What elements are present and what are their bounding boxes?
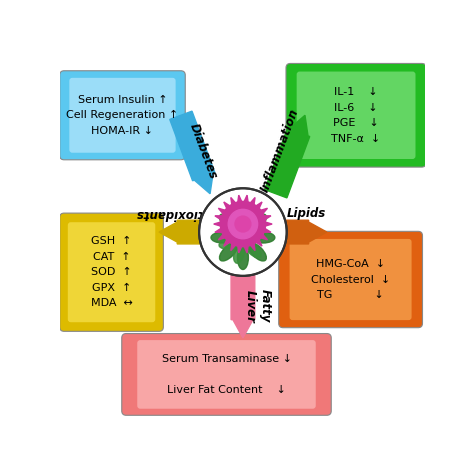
FancyBboxPatch shape bbox=[290, 239, 411, 320]
Polygon shape bbox=[255, 238, 262, 246]
Polygon shape bbox=[244, 195, 248, 204]
FancyArrow shape bbox=[170, 111, 215, 194]
Ellipse shape bbox=[219, 214, 238, 233]
Polygon shape bbox=[215, 228, 224, 232]
Circle shape bbox=[199, 188, 287, 276]
Ellipse shape bbox=[241, 216, 252, 235]
FancyBboxPatch shape bbox=[60, 71, 185, 160]
Polygon shape bbox=[244, 244, 248, 253]
Text: Inflammation: Inflammation bbox=[258, 107, 301, 194]
Polygon shape bbox=[224, 202, 231, 210]
Polygon shape bbox=[214, 221, 222, 227]
Polygon shape bbox=[237, 195, 242, 204]
Text: Fatty
Liver: Fatty Liver bbox=[244, 289, 272, 323]
Ellipse shape bbox=[245, 242, 261, 258]
Ellipse shape bbox=[234, 244, 245, 263]
FancyArrow shape bbox=[159, 220, 201, 244]
Ellipse shape bbox=[248, 214, 266, 233]
FancyBboxPatch shape bbox=[68, 222, 155, 322]
FancyBboxPatch shape bbox=[60, 213, 164, 331]
Ellipse shape bbox=[219, 243, 238, 261]
Polygon shape bbox=[264, 221, 272, 227]
Polygon shape bbox=[259, 233, 267, 240]
Text: Antioxidants: Antioxidants bbox=[138, 207, 222, 220]
FancyBboxPatch shape bbox=[137, 340, 316, 409]
FancyBboxPatch shape bbox=[297, 72, 416, 159]
Polygon shape bbox=[219, 208, 227, 215]
Ellipse shape bbox=[237, 206, 248, 229]
Polygon shape bbox=[259, 208, 267, 215]
Polygon shape bbox=[249, 198, 255, 206]
FancyBboxPatch shape bbox=[69, 78, 176, 153]
Polygon shape bbox=[262, 216, 271, 220]
FancyArrow shape bbox=[231, 274, 255, 338]
Text: Lipids: Lipids bbox=[286, 207, 326, 220]
Circle shape bbox=[220, 201, 265, 246]
Text: GSH  ↑
CAT  ↑
SOD  ↑
GPX  ↑
MDA  ↔: GSH ↑ CAT ↑ SOD ↑ GPX ↑ MDA ↔ bbox=[91, 236, 132, 309]
Circle shape bbox=[228, 210, 258, 239]
Polygon shape bbox=[215, 216, 224, 220]
Polygon shape bbox=[219, 233, 227, 240]
Ellipse shape bbox=[219, 237, 238, 249]
FancyBboxPatch shape bbox=[122, 334, 331, 415]
Polygon shape bbox=[255, 202, 262, 210]
Ellipse shape bbox=[248, 243, 266, 261]
Polygon shape bbox=[224, 238, 231, 246]
FancyArrow shape bbox=[264, 115, 310, 198]
FancyArrow shape bbox=[285, 220, 327, 244]
Polygon shape bbox=[249, 242, 255, 251]
Text: HMG-CoA  ↓
Cholesterol  ↓
TG            ↓: HMG-CoA ↓ Cholesterol ↓ TG ↓ bbox=[311, 259, 390, 300]
Text: Diabetes: Diabetes bbox=[186, 121, 219, 181]
Polygon shape bbox=[231, 242, 237, 251]
Ellipse shape bbox=[251, 232, 275, 243]
Text: Serum Transaminase ↓

Liver Fat Content    ↓: Serum Transaminase ↓ Liver Fat Content ↓ bbox=[162, 354, 292, 395]
Ellipse shape bbox=[237, 246, 248, 270]
Polygon shape bbox=[262, 228, 271, 232]
FancyBboxPatch shape bbox=[279, 231, 422, 328]
Ellipse shape bbox=[211, 232, 235, 243]
Text: IL-1    ↓
IL-6    ↓
PGE    ↓
TNF-α  ↓: IL-1 ↓ IL-6 ↓ PGE ↓ TNF-α ↓ bbox=[331, 87, 381, 144]
Circle shape bbox=[235, 216, 251, 232]
Polygon shape bbox=[237, 244, 242, 253]
Ellipse shape bbox=[225, 221, 241, 237]
FancyBboxPatch shape bbox=[286, 64, 426, 167]
Text: Serum Insulin ↑
Cell Regeneration ↑
HOMA-IR ↓: Serum Insulin ↑ Cell Regeneration ↑ HOMA… bbox=[66, 95, 179, 136]
Ellipse shape bbox=[247, 230, 267, 241]
Polygon shape bbox=[231, 198, 237, 206]
